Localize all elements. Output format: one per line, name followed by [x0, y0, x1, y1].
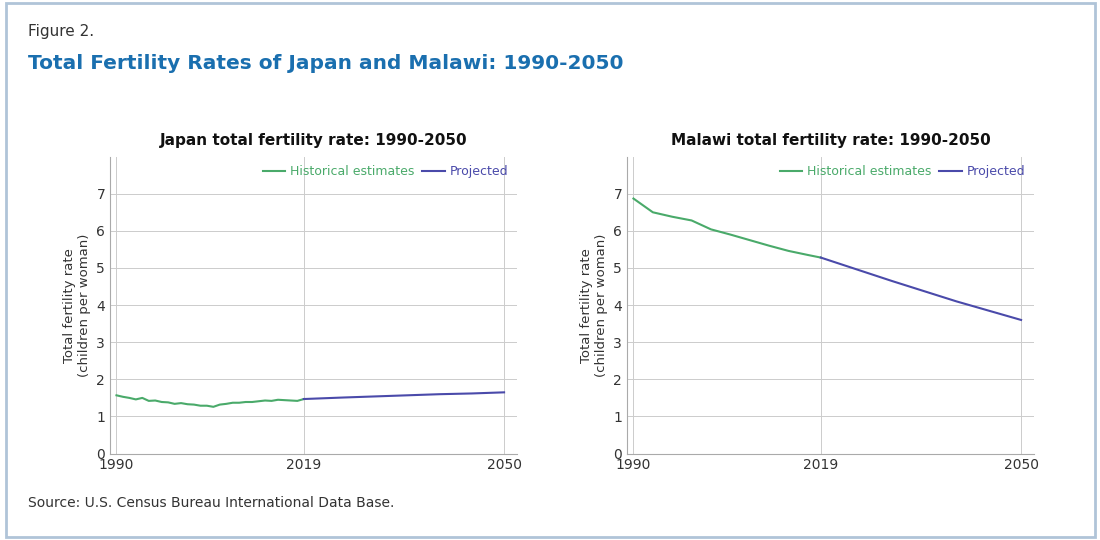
- Legend: Historical estimates, Projected: Historical estimates, Projected: [778, 163, 1027, 181]
- Y-axis label: Total fertility rate
(children per woman): Total fertility rate (children per woman…: [580, 233, 607, 377]
- Title: Malawi total fertility rate: 1990-2050: Malawi total fertility rate: 1990-2050: [671, 133, 990, 148]
- Legend: Historical estimates, Projected: Historical estimates, Projected: [261, 163, 510, 181]
- Title: Japan total fertility rate: 1990-2050: Japan total fertility rate: 1990-2050: [160, 133, 468, 148]
- Text: Source: U.S. Census Bureau International Data Base.: Source: U.S. Census Bureau International…: [28, 496, 394, 510]
- Text: Total Fertility Rates of Japan and Malawi: 1990-2050: Total Fertility Rates of Japan and Malaw…: [28, 54, 623, 73]
- Text: Figure 2.: Figure 2.: [28, 24, 94, 39]
- Y-axis label: Total fertility rate
(children per woman): Total fertility rate (children per woman…: [63, 233, 90, 377]
